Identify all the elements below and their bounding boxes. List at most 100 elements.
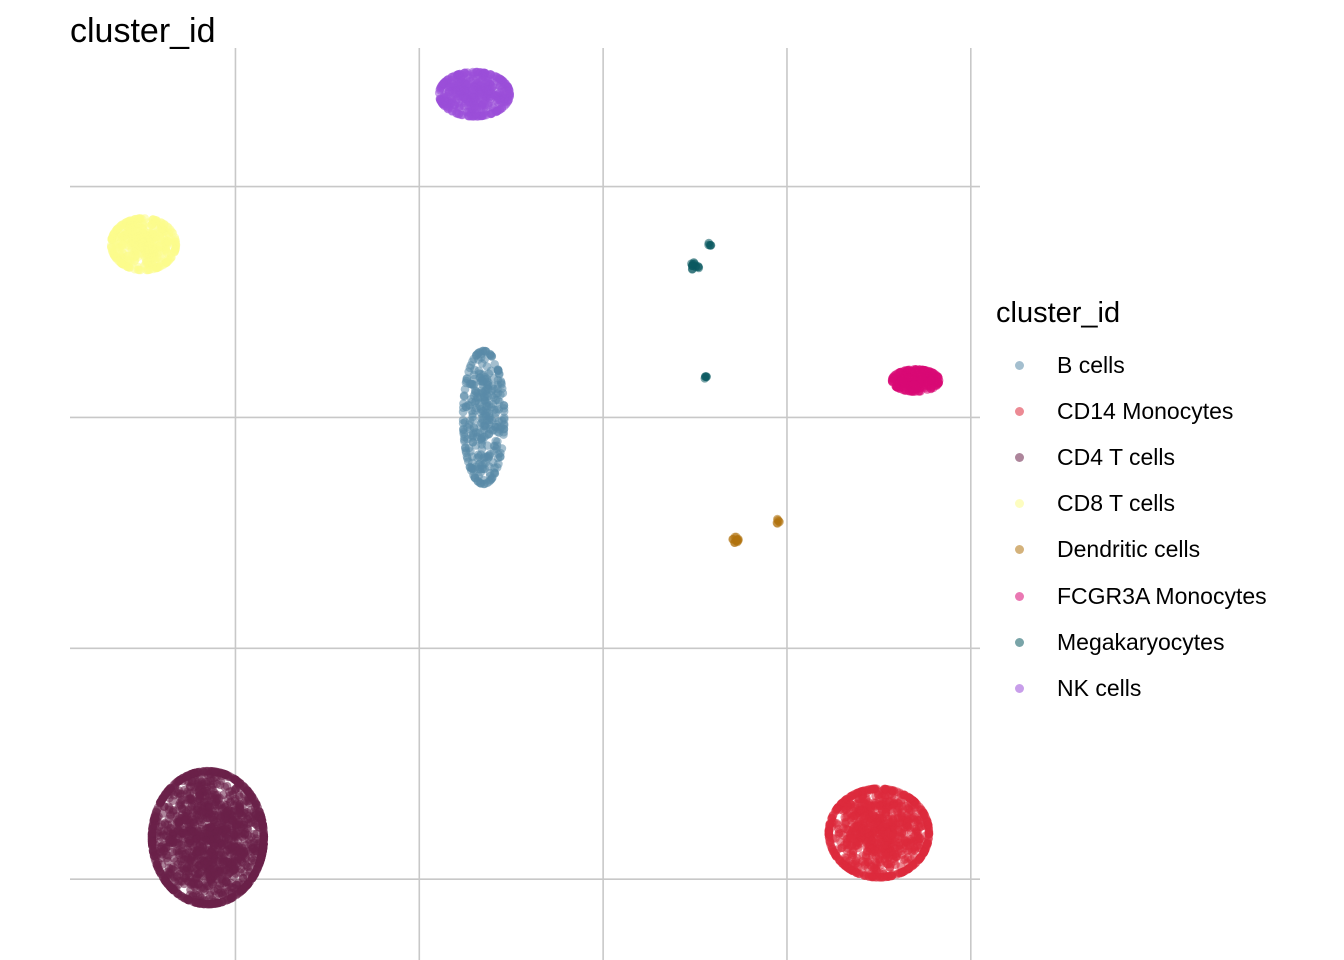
legend-label: FCGR3A Monocytes: [1057, 582, 1267, 609]
point-b-cells: [494, 449, 503, 459]
point-cd4-t-cells: [180, 830, 189, 840]
point-fcgr3a-monocytes: [911, 384, 920, 393]
point-cd4-t-cells: [205, 802, 214, 812]
point-cd4-t-cells: [181, 852, 190, 862]
point-nk-cells: [454, 102, 464, 111]
legend-item-megakaryocytes: Megakaryocytes: [996, 619, 1267, 665]
point-cd4-t-cells: [192, 840, 201, 850]
point-cd4-t-cells: [202, 766, 212, 776]
legend-swatch: [1015, 499, 1024, 509]
chart-title: cluster_id: [70, 12, 216, 50]
legend-swatch: [1015, 360, 1024, 370]
point-cd8-t-cells: [142, 265, 151, 275]
point-cd8-t-cells: [161, 258, 171, 268]
point-cd14-monocytes: [854, 862, 863, 872]
point-b-cells: [468, 431, 478, 441]
point-cd4-t-cells: [195, 847, 204, 856]
point-cd4-t-cells: [228, 842, 237, 852]
point-nk-cells: [454, 79, 464, 89]
grid-lines: [70, 48, 980, 960]
point-cd4-t-cells: [228, 816, 238, 826]
point-megakaryocytes: [693, 262, 703, 271]
point-fcgr3a-monocytes: [899, 377, 908, 386]
point-cd8-t-cells: [107, 234, 117, 244]
point-cd14-monocytes: [884, 859, 893, 869]
legend-item-cd4-t-cells: CD4 T cells: [996, 434, 1267, 480]
point-nk-cells: [496, 75, 506, 84]
point-cd4-t-cells: [156, 848, 165, 857]
point-nk-cells: [442, 98, 452, 108]
point-nk-cells: [459, 86, 469, 95]
point-fcgr3a-monocytes: [921, 381, 931, 390]
point-cd14-monocytes: [894, 868, 903, 878]
point-cd4-t-cells: [238, 832, 247, 841]
point-cd14-monocytes: [862, 847, 872, 857]
point-nk-cells: [454, 91, 464, 100]
point-cd4-t-cells: [194, 869, 203, 879]
point-cd14-monocytes: [871, 818, 880, 828]
point-cd14-monocytes: [870, 846, 880, 855]
point-nk-cells: [442, 75, 452, 85]
point-cd4-t-cells: [194, 781, 203, 791]
point-cd8-t-cells: [117, 259, 126, 268]
point-nk-cells: [473, 70, 483, 79]
point-cd4-t-cells: [229, 865, 238, 874]
point-cd4-t-cells: [249, 795, 258, 804]
point-cd4-t-cells: [205, 822, 215, 832]
point-megakaryocytes: [701, 372, 710, 381]
legend-label: NK cells: [1057, 674, 1142, 701]
point-fcgr3a-monocytes: [910, 367, 920, 377]
point-cd14-monocytes: [875, 868, 884, 878]
point-nk-cells: [444, 82, 453, 92]
point-cd14-monocytes: [850, 811, 860, 821]
point-cd14-monocytes: [863, 857, 873, 867]
point-cd8-t-cells: [112, 252, 122, 262]
point-cd4-t-cells: [223, 869, 233, 879]
point-cd4-t-cells: [259, 835, 269, 844]
legend-swatch: [1015, 591, 1024, 601]
point-cd4-t-cells: [217, 771, 226, 781]
point-cd8-t-cells: [123, 222, 132, 231]
point-cd4-t-cells: [222, 877, 231, 887]
point-cd8-t-cells: [155, 241, 165, 251]
point-cd4-t-cells: [203, 869, 212, 879]
point-cd4-t-cells: [257, 816, 267, 825]
point-cd14-monocytes: [874, 790, 883, 799]
point-cd14-monocytes: [845, 841, 855, 850]
point-cd8-t-cells: [118, 232, 128, 241]
point-nk-cells: [488, 89, 497, 99]
point-nk-cells: [479, 111, 489, 120]
legend-swatch: [1015, 406, 1024, 416]
point-cd4-t-cells: [172, 871, 182, 880]
point-cd4-t-cells: [221, 847, 231, 856]
point-cd4-t-cells: [240, 851, 249, 860]
point-cd4-t-cells: [234, 808, 243, 818]
point-cd4-t-cells: [235, 800, 245, 809]
point-cd4-t-cells: [218, 805, 227, 814]
point-cd8-t-cells: [139, 221, 148, 230]
legend-item-cd14-monocytes: CD14 Monocytes: [996, 388, 1267, 434]
point-cd4-t-cells: [213, 820, 223, 830]
point-cd4-t-cells: [176, 800, 186, 810]
point-nk-cells: [495, 88, 505, 97]
point-cd14-monocytes: [828, 834, 838, 843]
point-nk-cells: [468, 85, 478, 94]
legend-label: Megakaryocytes: [1057, 628, 1225, 655]
point-cd4-t-cells: [180, 785, 189, 795]
point-cd8-t-cells: [112, 225, 122, 234]
point-cd8-t-cells: [134, 262, 143, 272]
point-cd14-monocytes: [908, 861, 917, 871]
point-cd4-t-cells: [187, 812, 196, 822]
point-cd8-t-cells: [171, 235, 180, 245]
point-cd14-monocytes: [878, 822, 887, 832]
point-nk-cells: [502, 86, 511, 96]
point-b-cells: [462, 374, 472, 383]
point-cd4-t-cells: [247, 874, 257, 883]
point-cd4-t-cells: [209, 780, 218, 789]
point-cd4-t-cells: [240, 883, 249, 893]
point-cd14-monocytes: [891, 837, 900, 847]
point-cd14-monocytes: [852, 788, 862, 798]
point-cd8-t-cells: [162, 242, 171, 252]
point-cd14-monocytes: [838, 831, 848, 840]
